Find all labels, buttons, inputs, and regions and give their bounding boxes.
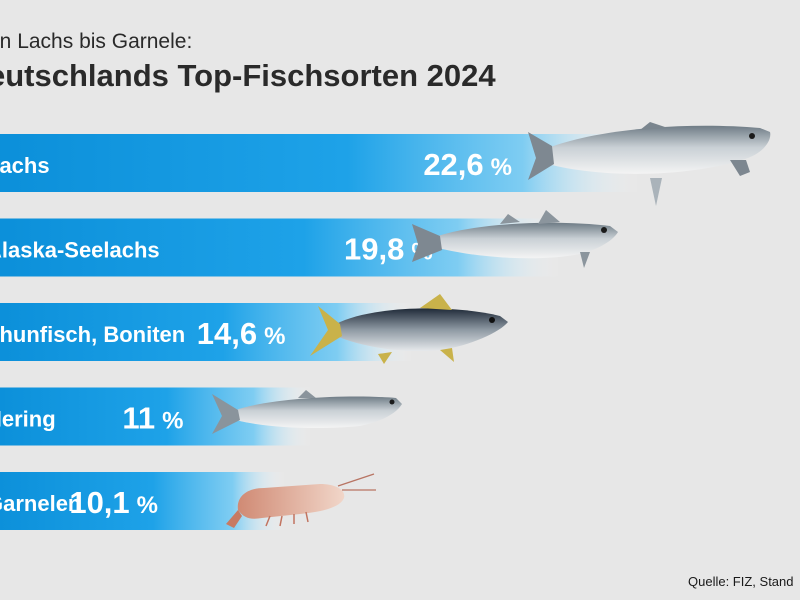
bar-category-label: Garnelen <box>0 491 81 516</box>
bar-value-label: 11% <box>122 401 183 436</box>
tuna-icon <box>310 294 508 364</box>
bar-value-label: 19,8% <box>344 232 433 267</box>
bar-value-label: 14,6% <box>197 316 286 351</box>
chart-subtitle: on Lachs bis Garnele: <box>0 30 193 53</box>
chart-title: eutschlands Top-Fischsorten 2024 <box>0 58 496 93</box>
bar-value-label: 10,1% <box>69 485 158 520</box>
bars-group: Lachs 22,6% Alaska-Seelachs 19,8% Thunfisch,… <box>0 134 640 530</box>
bar-category-label: Thunfisch, Boniten <box>0 322 185 347</box>
salmon-icon <box>528 122 771 206</box>
bar-category-label: Hering <box>0 407 56 432</box>
bar-value-label: 22,6% <box>423 147 512 182</box>
source-note: Quelle: FIZ, Stand <box>688 574 794 589</box>
pollock-icon <box>412 210 618 268</box>
shrimp-icon <box>226 473 376 528</box>
bar-category-label: Alaska-Seelachs <box>0 238 160 263</box>
herring-icon <box>212 390 402 434</box>
bar-category-label: Lachs <box>0 153 50 178</box>
